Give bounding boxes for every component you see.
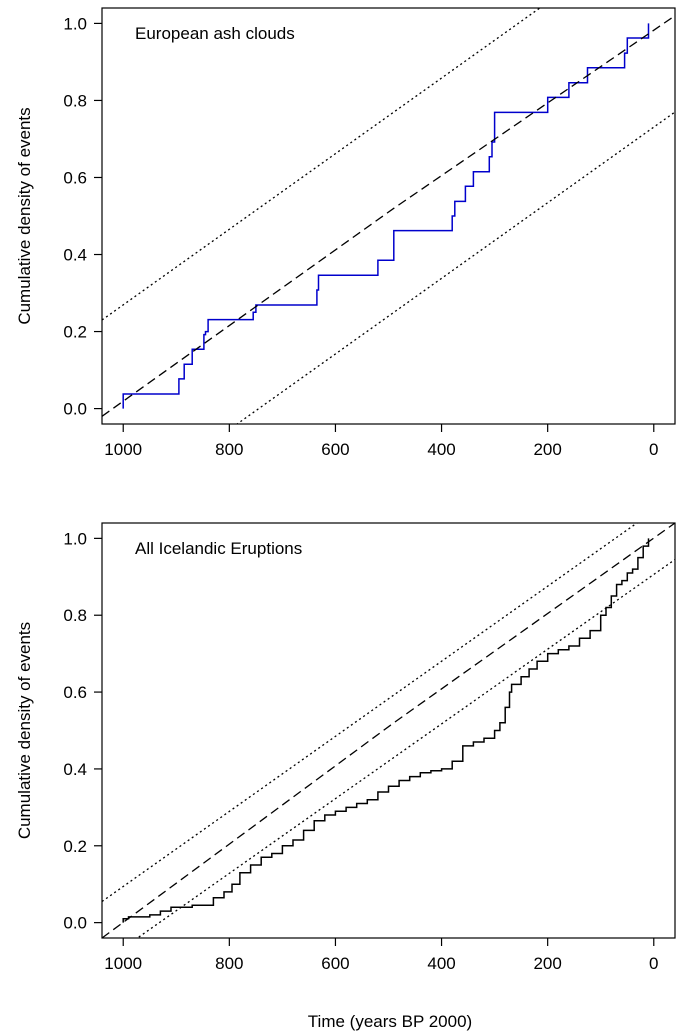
panel-all-icelandic-eruptions: 1000 800 600 400 200 0 0.0 0.2 0.4 0.6 0.8 1.0 Cumul… [15, 522, 676, 973]
x-tick-label: 400 [427, 954, 455, 973]
y-tick-label: 1.0 [63, 14, 87, 33]
x-tick-label: 200 [533, 440, 561, 459]
x-tick-label: 0 [649, 440, 658, 459]
y-tick-label: 0.6 [63, 683, 87, 702]
y-tick-label: 0.4 [63, 760, 87, 779]
series-dotted-line [236, 111, 675, 424]
plot-frame [101, 522, 676, 939]
y-tick-label: 0.8 [63, 606, 87, 625]
plot-area [102, 523, 675, 938]
panel-european-ash-clouds: 1000 800 600 400 200 0 0.0 0.2 0.4 0.6 0.8 1.0 Cumul… [15, 7, 676, 459]
panel-annotation: European ash clouds [135, 24, 295, 43]
series-dashed-line [102, 523, 675, 938]
x-tick-label: 600 [321, 440, 349, 459]
series-step-line [122, 23, 650, 409]
y-tick-label: 1.0 [63, 529, 87, 548]
y-tick-label: 0.2 [63, 837, 87, 856]
series-dashed-line [102, 15, 675, 417]
x-tick-label: 0 [649, 954, 658, 973]
y-tick-label: 0.4 [63, 246, 87, 265]
y-tick-label: 0.6 [63, 168, 87, 187]
y-tick-label: 0.2 [63, 323, 87, 342]
plot-frame [101, 7, 676, 425]
series-dotted-line [136, 558, 675, 938]
x-tick-label: 1000 [104, 954, 142, 973]
y-tick-label: 0.0 [63, 914, 87, 933]
y-tick-label: 0.8 [63, 91, 87, 110]
x-tick-label: 600 [321, 954, 349, 973]
series-dotted-line [102, 8, 541, 321]
x-tick-label: 400 [427, 440, 455, 459]
y-axis-label: Cumulative density of events [15, 622, 34, 839]
x-tick-label: 800 [215, 954, 243, 973]
x-tick-label: 1000 [104, 440, 142, 459]
y-tick-label: 0.0 [63, 400, 87, 419]
panel-annotation: All Icelandic Eruptions [135, 539, 302, 558]
plot-area [102, 8, 675, 424]
series-dotted-line [102, 523, 639, 903]
x-tick-label: 800 [215, 440, 243, 459]
x-tick-label: 200 [533, 954, 561, 973]
shared-x-axis-label: Time (years BP 2000) [308, 1012, 472, 1031]
series-step-line [122, 538, 650, 923]
y-axis-label: Cumulative density of events [15, 107, 34, 324]
